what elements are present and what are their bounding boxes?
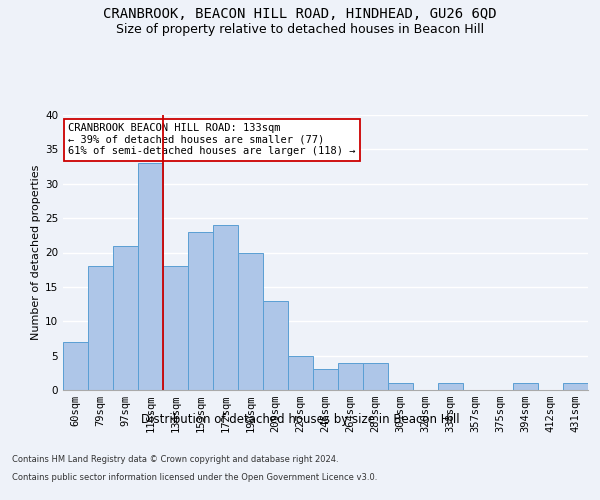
Bar <box>238 252 263 390</box>
Bar <box>138 163 163 390</box>
Text: Contains HM Land Registry data © Crown copyright and database right 2024.: Contains HM Land Registry data © Crown c… <box>12 455 338 464</box>
Bar <box>363 362 388 390</box>
Bar <box>213 225 238 390</box>
Bar <box>338 362 363 390</box>
Bar <box>113 246 138 390</box>
Bar <box>388 383 413 390</box>
Bar <box>313 370 338 390</box>
Text: Distribution of detached houses by size in Beacon Hill: Distribution of detached houses by size … <box>140 412 460 426</box>
Text: Contains public sector information licensed under the Open Government Licence v3: Contains public sector information licen… <box>12 472 377 482</box>
Y-axis label: Number of detached properties: Number of detached properties <box>31 165 41 340</box>
Bar <box>163 266 188 390</box>
Bar <box>438 383 463 390</box>
Bar <box>88 266 113 390</box>
Bar <box>188 232 213 390</box>
Text: CRANBROOK BEACON HILL ROAD: 133sqm
← 39% of detached houses are smaller (77)
61%: CRANBROOK BEACON HILL ROAD: 133sqm ← 39%… <box>68 123 356 156</box>
Bar <box>513 383 538 390</box>
Text: Size of property relative to detached houses in Beacon Hill: Size of property relative to detached ho… <box>116 22 484 36</box>
Bar <box>63 342 88 390</box>
Text: CRANBROOK, BEACON HILL ROAD, HINDHEAD, GU26 6QD: CRANBROOK, BEACON HILL ROAD, HINDHEAD, G… <box>103 8 497 22</box>
Bar <box>263 300 288 390</box>
Bar <box>563 383 588 390</box>
Bar <box>288 356 313 390</box>
